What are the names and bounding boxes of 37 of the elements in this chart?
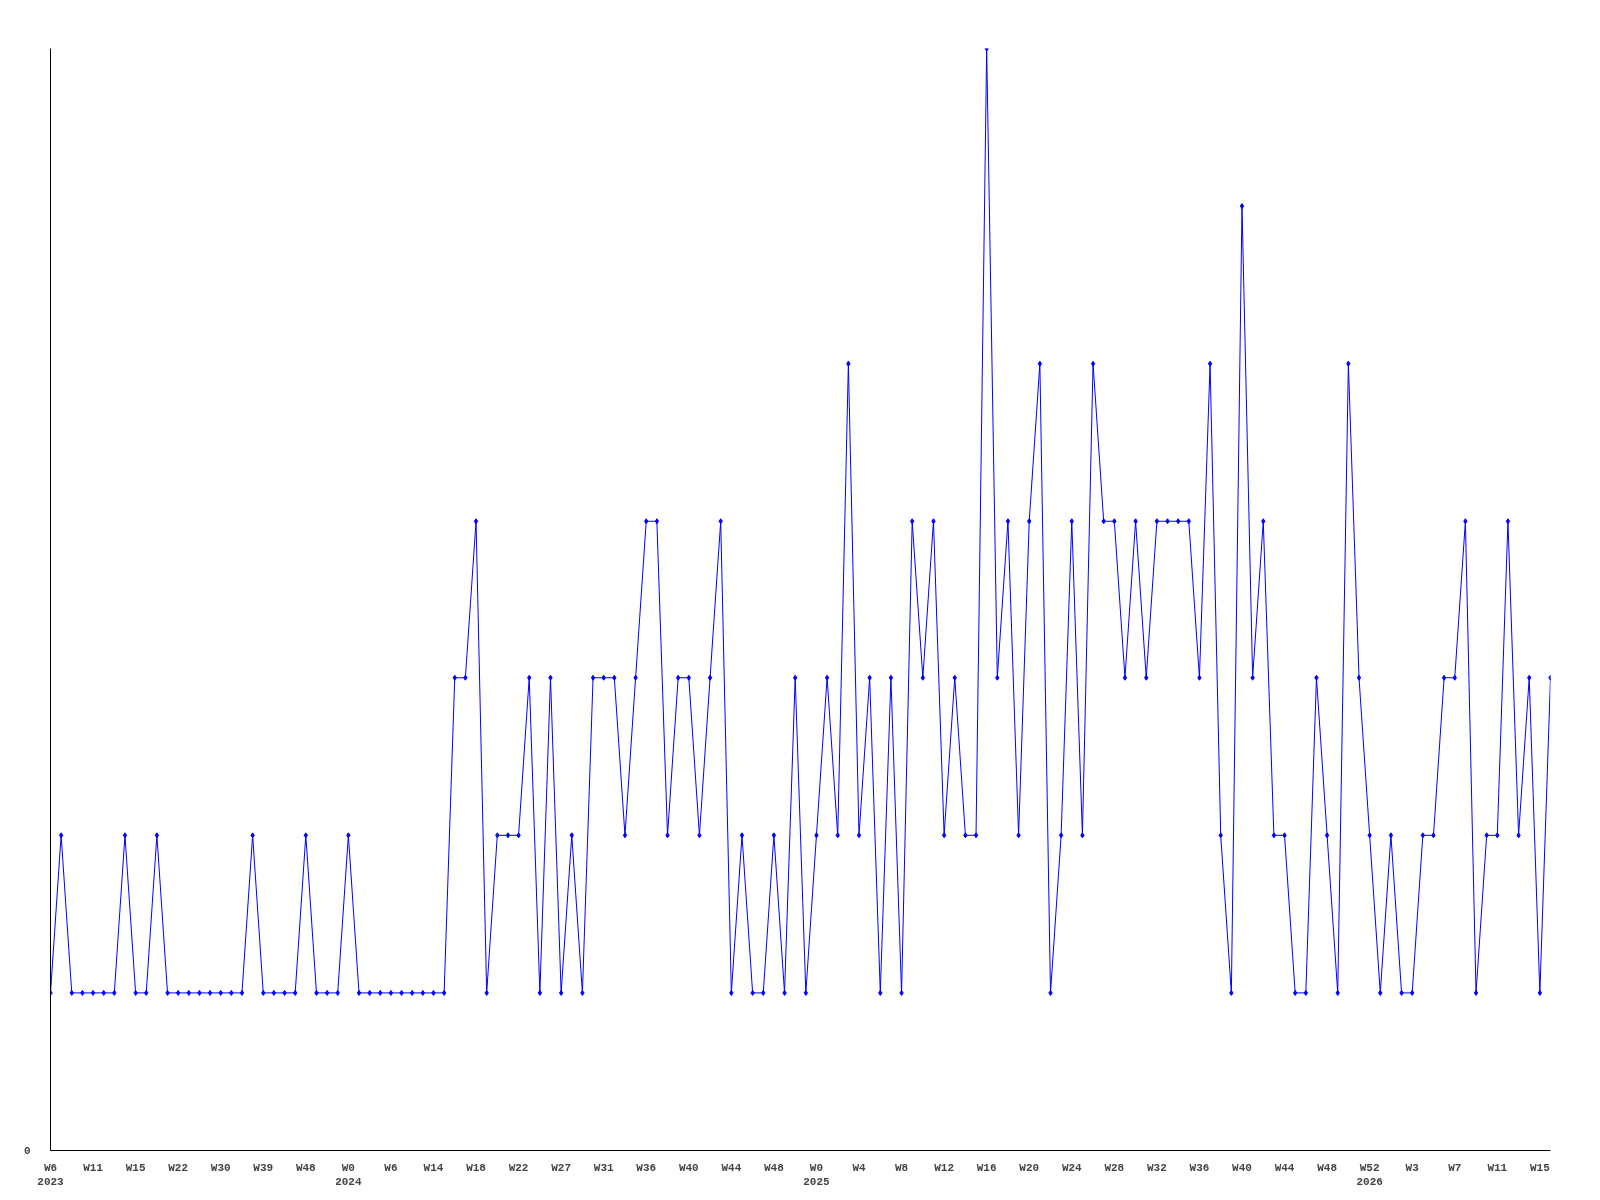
x-tick-label: W12 — [934, 1161, 955, 1174]
x-tick-label: W18 — [466, 1161, 487, 1174]
x-tick-label: W24 — [1061, 1161, 1083, 1174]
x-tick-label: W30 — [210, 1161, 231, 1174]
x-tick-label: W22 — [508, 1161, 529, 1174]
x-tick-label: W6 — [384, 1161, 398, 1174]
x-tick-label: W40 — [678, 1161, 699, 1174]
x-tick-label: W4 — [852, 1161, 867, 1174]
x-tick-label: W48 — [764, 1161, 785, 1174]
x-tick-label: W0 2024 — [335, 1161, 362, 1188]
x-tick-label: W14 — [423, 1161, 444, 1174]
x-tick-label: W6 2023 — [37, 1161, 65, 1188]
x-tick-label: W32 — [1146, 1161, 1167, 1174]
x-tick-label: W31 — [593, 1161, 614, 1174]
x-tick-label: W8 — [894, 1161, 909, 1174]
x-tick-label: W48 — [1317, 1161, 1338, 1174]
text: 0 — [23, 1145, 31, 1157]
x-tick-label: W11 — [1487, 1161, 1508, 1174]
x-tick-label: W52 2026 — [1356, 1161, 1383, 1188]
x-tick-label: W3 — [1405, 1161, 1420, 1174]
x-tick-label: W44 — [721, 1161, 742, 1174]
x-tick-label: W27 — [551, 1161, 572, 1174]
x-tick-label: W15 — [125, 1161, 146, 1174]
x-tick-label: W7 — [1448, 1161, 1462, 1174]
x-tick-label: W48 — [295, 1161, 317, 1174]
x-tick-label: W0 2025 — [803, 1161, 831, 1188]
x-tick-label: W20 — [1019, 1161, 1040, 1174]
x-tick-label: W40 — [1232, 1161, 1252, 1174]
x-tick-label: W39 — [253, 1161, 274, 1174]
x-tick-label: W28 — [1104, 1161, 1125, 1174]
x-tick-label: W44 — [1274, 1161, 1295, 1174]
x-tick-label: W15 — [1529, 1161, 1551, 1174]
x-tick-label: W22 — [168, 1161, 189, 1174]
x-tick-label: W16 — [976, 1161, 997, 1174]
x-tick-label: W36 — [1189, 1161, 1210, 1174]
x-tick-label: W11 — [83, 1161, 104, 1174]
x-tick-label: W36 — [636, 1161, 657, 1174]
